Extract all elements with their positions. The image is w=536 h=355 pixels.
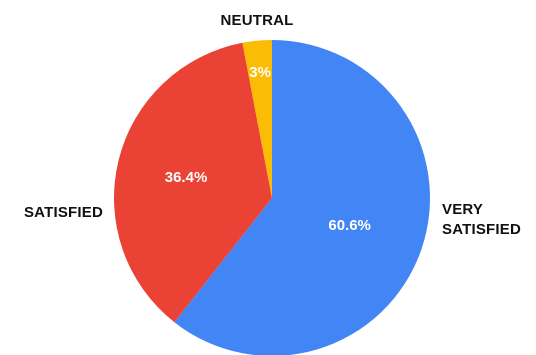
category-label-line: VERY — [442, 201, 483, 218]
category-label-satisfied: SATISFIED — [24, 204, 103, 221]
value-label-satisfied: 36.4% — [165, 169, 208, 186]
category-label-very-satisfied: VERY SATISFIED — [442, 201, 521, 238]
value-label-very-satisfied: 60.6% — [328, 217, 371, 234]
category-label-line: SATISFIED — [24, 204, 103, 221]
pie-slices — [114, 40, 430, 355]
slice-satisfied — [114, 42, 273, 323]
slice-very-satisfied — [174, 40, 430, 355]
value-label-neutral: 3% — [249, 64, 271, 81]
slice-neutral — [242, 40, 272, 198]
slice-value-labels: 60.6% 36.4% 3% — [165, 64, 371, 234]
category-label-neutral: NEUTRAL — [220, 12, 293, 29]
category-label-line: SATISFIED — [442, 221, 521, 238]
category-label-line: NEUTRAL — [220, 12, 293, 29]
slice-category-labels: VERY SATISFIED SATISFIED NEUTRAL — [24, 12, 521, 238]
